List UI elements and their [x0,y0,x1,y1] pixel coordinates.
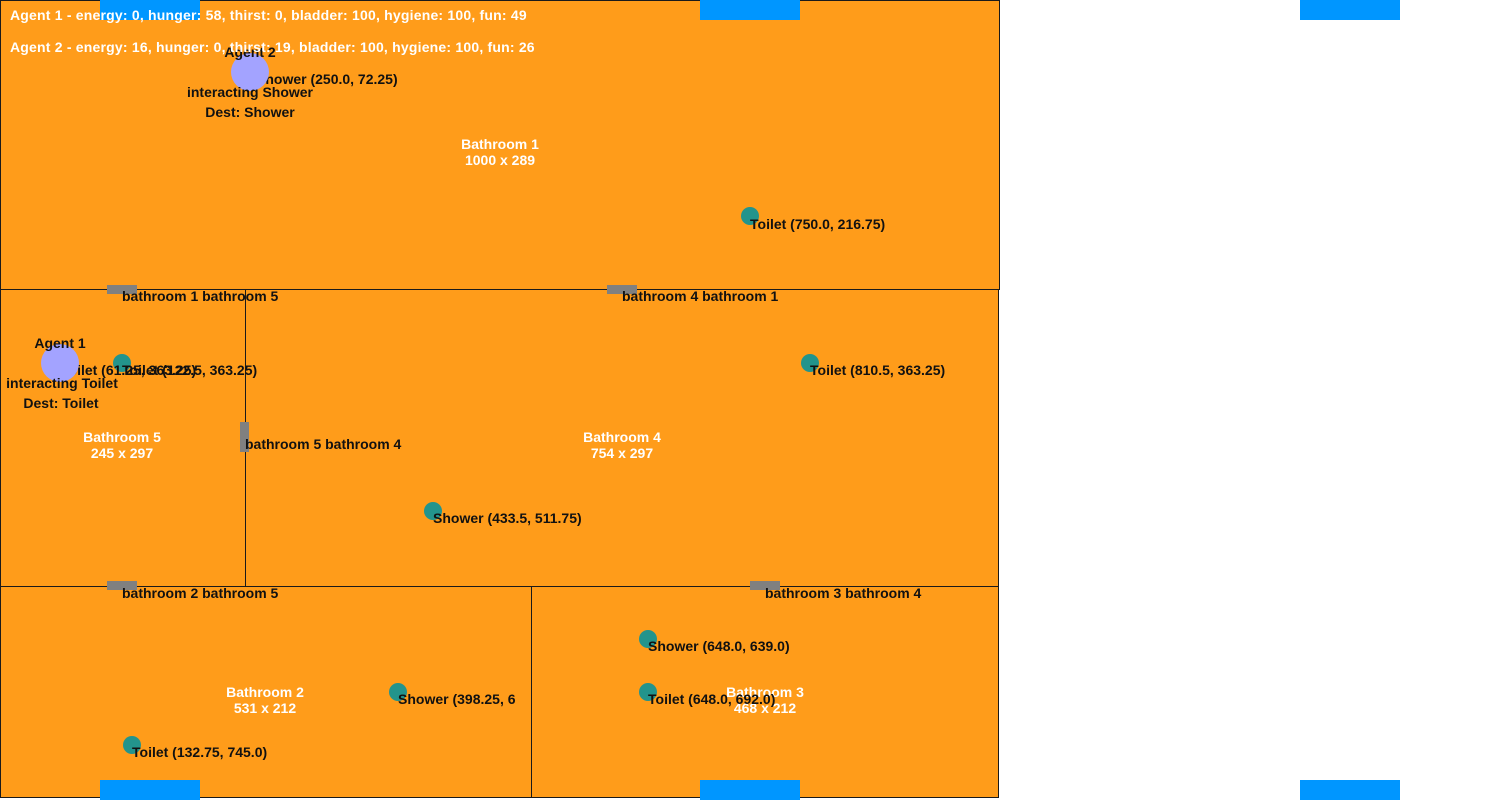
toilet-object[interactable] [741,207,759,225]
door-bathroom5-bathroom4[interactable] [240,422,249,452]
room-size: 1000 x 289 [464,152,536,168]
spawn-marker-top-2-overlay [700,0,800,20]
toilet-object[interactable] [801,354,819,372]
door-bathroom2-bathroom5[interactable] [107,581,137,590]
object-label: Shower (250.0, 72.25) [256,71,398,87]
room-size: 468 x 212 [733,700,797,716]
object-label: Toilet (648.0, 692.0) [648,691,776,707]
door-label: bathroom 4 bathroom 1 [622,288,779,304]
spawn-marker-top-3 [1300,0,1400,20]
toilet-object[interactable] [113,354,131,372]
room-size: 531 x 212 [233,700,297,716]
room-name: Bathroom 4 [583,429,661,445]
room-bathroom-5 [0,289,246,587]
room-name: Bathroom 2 [226,684,304,700]
agent-1-dest: Dest: Toilet [23,395,99,411]
door-bathroom3-bathroom4[interactable] [750,581,780,590]
agent-2-status: Agent 2 - energy: 16, hunger: 0, thirst:… [10,39,535,55]
spawn-marker-bottom-1-overlay [100,780,200,800]
agent-2-state: interacting Shower [186,84,314,100]
room-bathroom-3 [531,586,999,798]
room-size: 245 x 297 [90,445,154,461]
shower-object[interactable] [639,630,657,648]
agent-2-name: Agent 2 [224,44,276,60]
agent-2-token[interactable] [231,53,269,91]
room-name: Bathroom 3 [726,684,804,700]
shower-object[interactable] [389,683,407,701]
room-bathroom-4 [245,289,999,587]
door-label: bathroom 2 bathroom 5 [122,585,279,601]
agent-1-state: interacting Toilet [6,375,118,391]
room-name: Bathroom 5 [83,429,161,445]
toilet-object[interactable] [123,736,141,754]
object-label: Shower (433.5, 511.75) [433,510,582,526]
room-label-bathroom-1: Bathroom 1 1000 x 289 [461,136,539,168]
object-label: Shower (398.25, 6 [398,691,516,707]
shower-object[interactable] [424,502,442,520]
agent-1-name: Agent 1 [34,335,86,351]
room-label-bathroom-5: Bathroom 5 245 x 297 [83,429,161,461]
agent-1-token[interactable] [41,344,79,382]
room-name: Bathroom 1 [461,136,539,152]
door-label: bathroom 3 bathroom 4 [765,585,922,601]
door-label: bathroom 1 bathroom 5 [122,288,279,304]
agent-2-dest: Dest: Shower [205,104,295,120]
spawn-marker-top-1-overlay [100,0,200,20]
object-label: Toilet (122.5, 363.25) [122,362,258,378]
room-bathroom-2 [0,586,532,798]
door-bathroom4-bathroom1[interactable] [607,285,637,294]
object-label: Shower (648.0, 639.0) [648,638,790,654]
room-label-bathroom-4: Bathroom 4 754 x 297 [583,429,661,461]
object-label: Toilet (750.0, 216.75) [750,216,886,232]
door-bathroom1-bathroom5[interactable] [107,285,137,294]
room-bathroom-1 [0,0,1000,290]
room-label-bathroom-2: Bathroom 2 531 x 212 [226,684,304,716]
room-size: 754 x 297 [590,445,654,461]
spawn-marker-bottom-2-overlay [700,780,800,800]
object-label: Toilet (810.5, 363.25) [810,362,946,378]
object-label: Toilet (61.25, 363.25) [61,362,197,378]
room-label-bathroom-3: Bathroom 3 468 x 212 [726,684,804,716]
door-label: bathroom 5 bathroom 4 [245,436,402,452]
object-label: Toilet (132.75, 745.0) [132,744,268,760]
toilet-object[interactable] [639,683,657,701]
spawn-marker-bottom-3 [1300,780,1400,800]
agent-1-status: Agent 1 - energy: 0, hunger: 58, thirst:… [10,7,527,23]
